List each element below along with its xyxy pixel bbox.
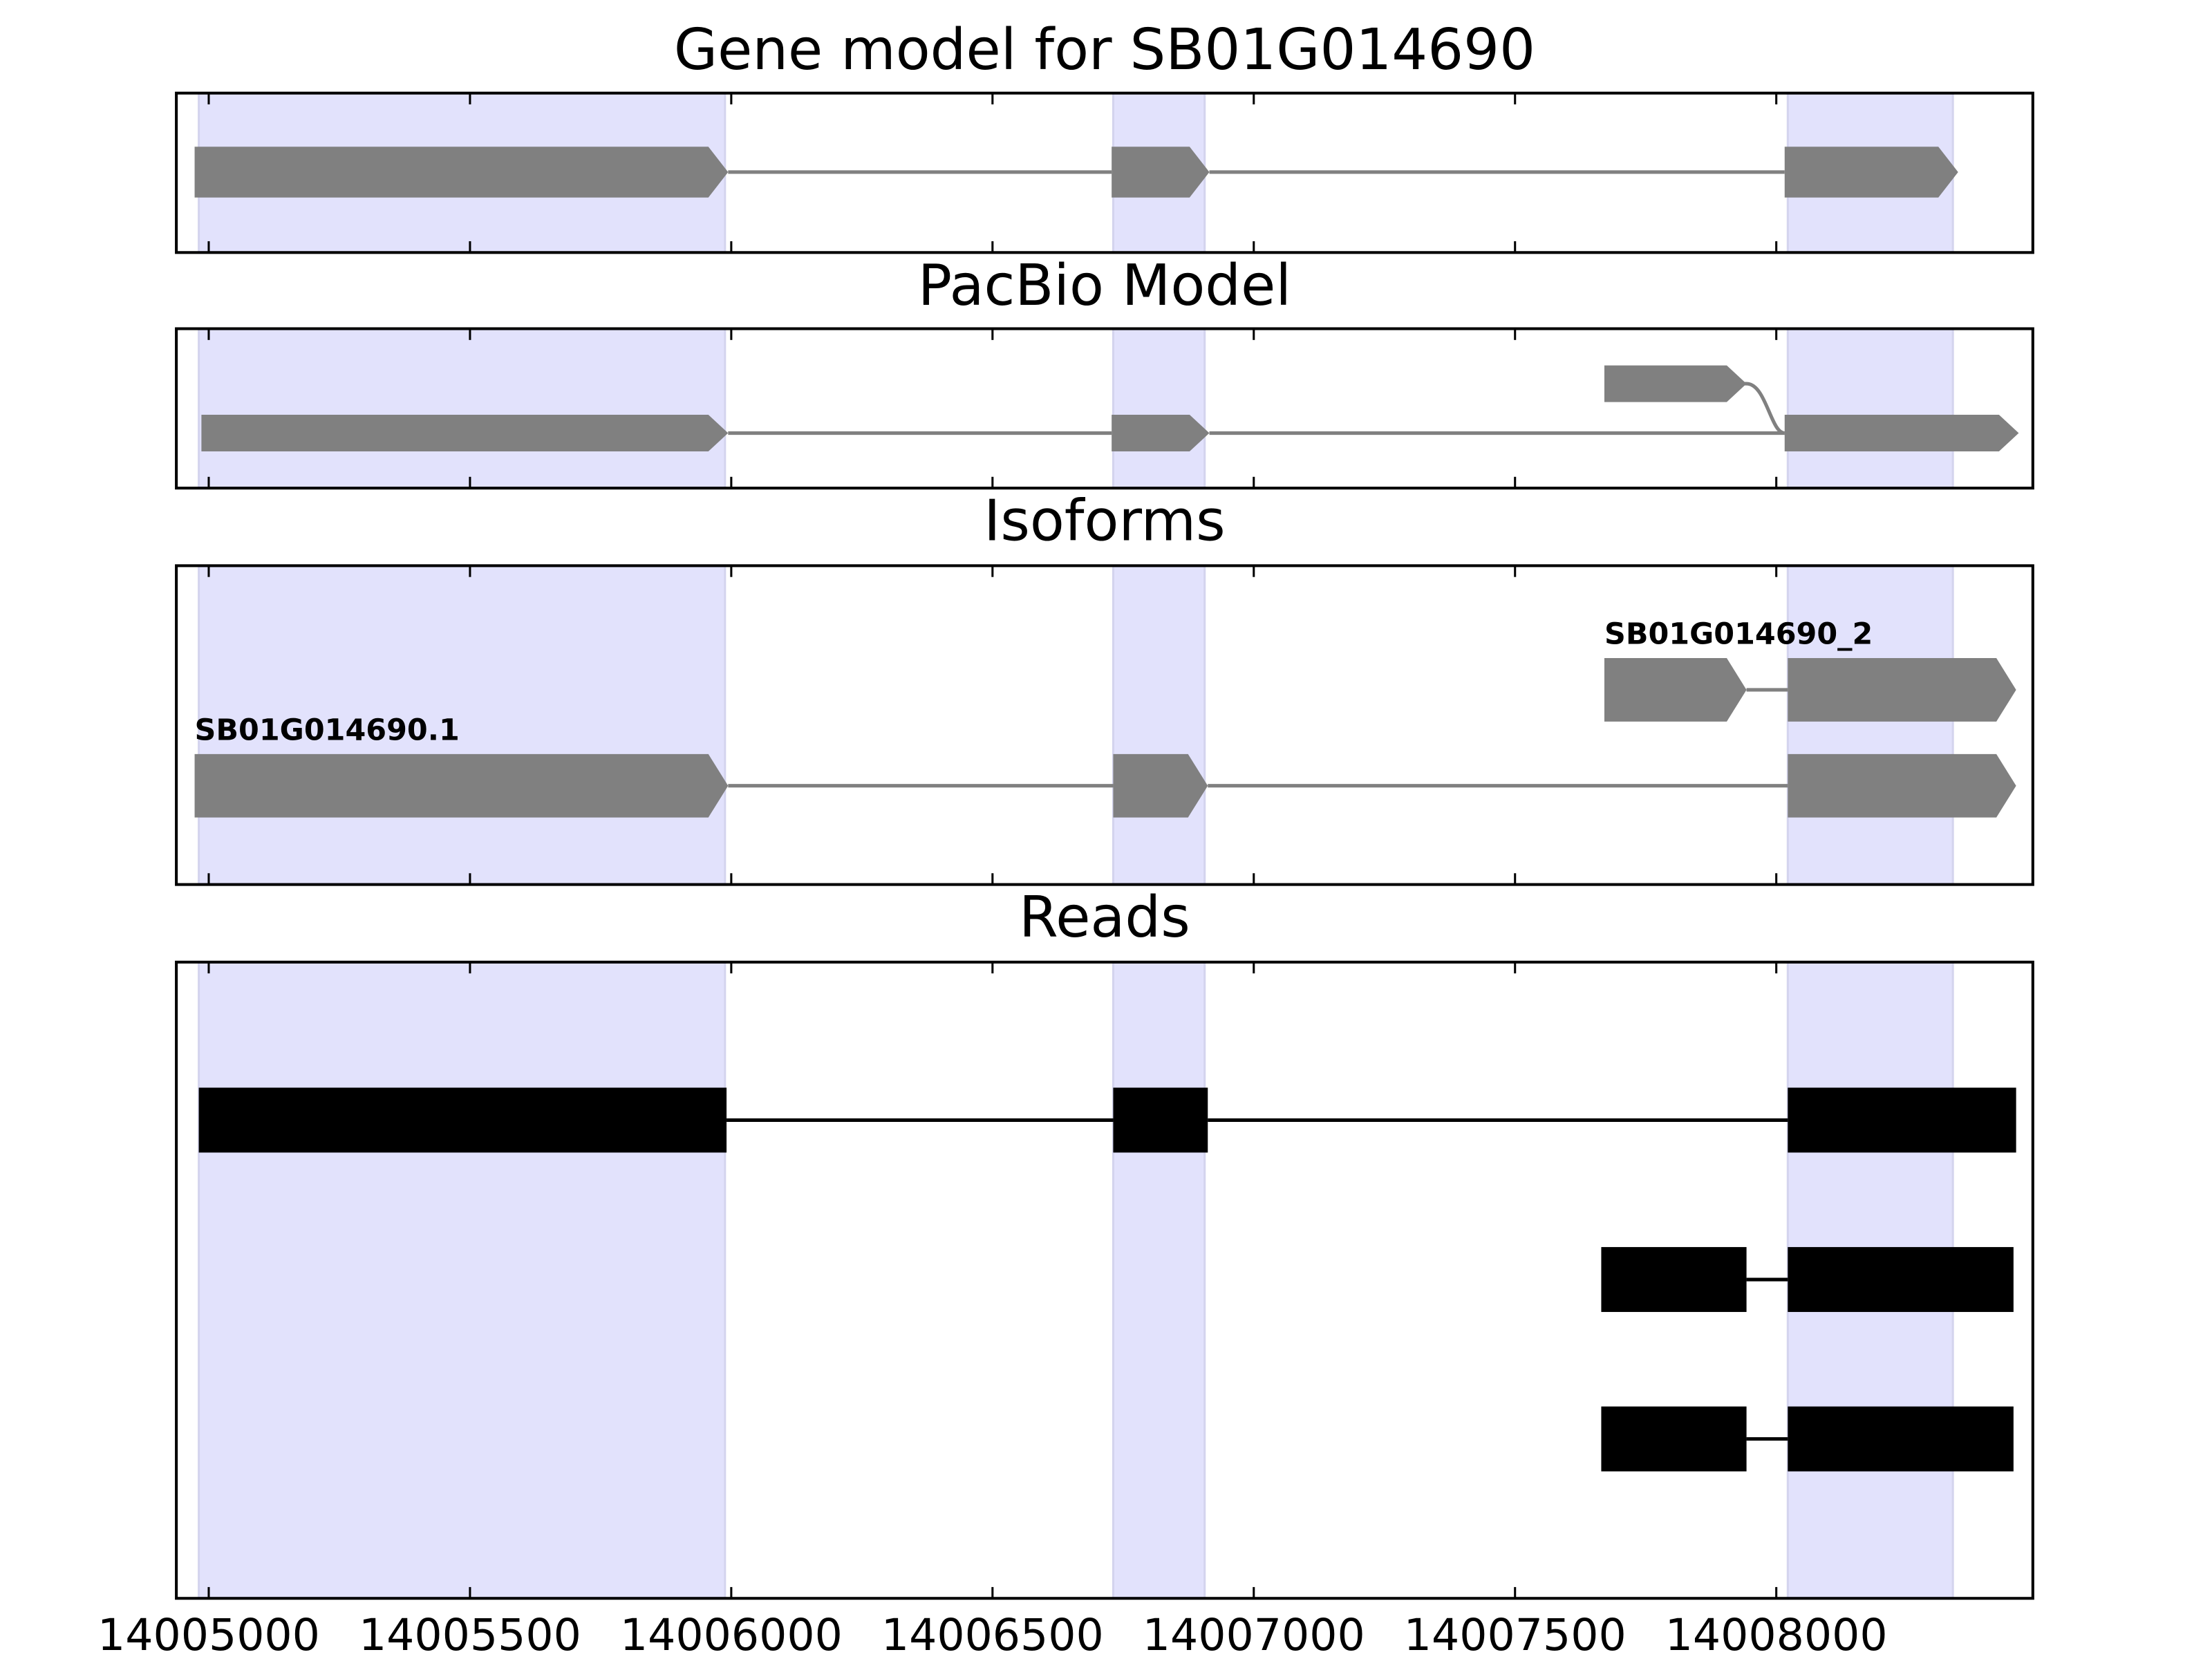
x-tick-label: 14008000	[1665, 1609, 1888, 1659]
exon	[1112, 415, 1210, 452]
exon	[194, 147, 729, 198]
exon	[1113, 753, 1208, 818]
exon-highlight	[198, 961, 727, 1600]
exon	[194, 753, 729, 818]
read-block	[198, 1087, 727, 1153]
exon-highlight	[1112, 961, 1206, 1600]
x-tick-label: 14005000	[97, 1609, 320, 1659]
exon	[1788, 658, 2016, 722]
isoform-label: SB01G014690_2	[1604, 617, 1873, 652]
read-block	[1601, 1247, 1747, 1312]
x-tick-label: 14006500	[881, 1609, 1104, 1659]
panel-title: Gene model for SB01G014690	[674, 17, 1535, 83]
isoform-label: SB01G014690.1	[195, 713, 460, 747]
exon	[1788, 753, 2016, 818]
x-tick-label: 14007000	[1143, 1609, 1365, 1659]
panel-title: PacBio Model	[918, 253, 1291, 319]
exon-highlight	[1112, 564, 1206, 886]
exon	[1784, 147, 1958, 198]
exon-highlight	[1786, 564, 1954, 886]
panel-frame	[175, 327, 2034, 490]
exon-highlight	[1112, 327, 1206, 489]
x-tick-label: 14007500	[1404, 1609, 1627, 1659]
read-block	[1113, 1087, 1208, 1153]
exon-highlight	[1786, 327, 1954, 489]
exon	[1112, 147, 1210, 198]
panel-title: Isoforms	[984, 489, 1225, 554]
x-tick-label: 14005500	[359, 1609, 581, 1659]
x-tick-label: 14006000	[620, 1609, 843, 1659]
exon	[1604, 658, 1747, 722]
read-block	[1788, 1247, 2014, 1312]
panel-frame	[175, 91, 2034, 254]
exon	[1784, 415, 2019, 452]
read-block	[1601, 1406, 1747, 1472]
read-block	[1788, 1087, 2016, 1153]
splice-connector	[1727, 382, 1785, 435]
panel-frame	[175, 960, 2034, 1600]
exon	[201, 415, 729, 452]
panel-title: Reads	[1019, 885, 1190, 950]
read-block	[1788, 1406, 2014, 1472]
exon	[1604, 365, 1747, 402]
panel-frame	[175, 564, 2034, 886]
exon-highlight	[198, 564, 727, 886]
exon-highlight	[198, 327, 727, 489]
